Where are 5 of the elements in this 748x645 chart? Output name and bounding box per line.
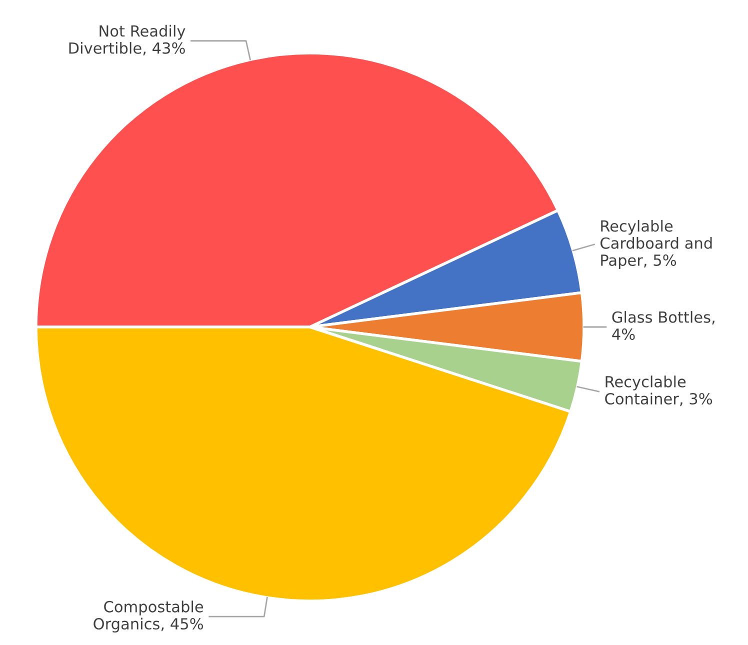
slice-label: Recylable Cardboard and Paper, 5% (600, 220, 712, 269)
slice-label: Compostable Organics, 45% (94, 600, 204, 633)
slice-label: Not Readily Divertible, 43% (69, 24, 186, 56)
slice-label: Glass Bottles, 4% (612, 311, 714, 340)
slice-label: Recyclable Container, 3% (605, 376, 712, 406)
